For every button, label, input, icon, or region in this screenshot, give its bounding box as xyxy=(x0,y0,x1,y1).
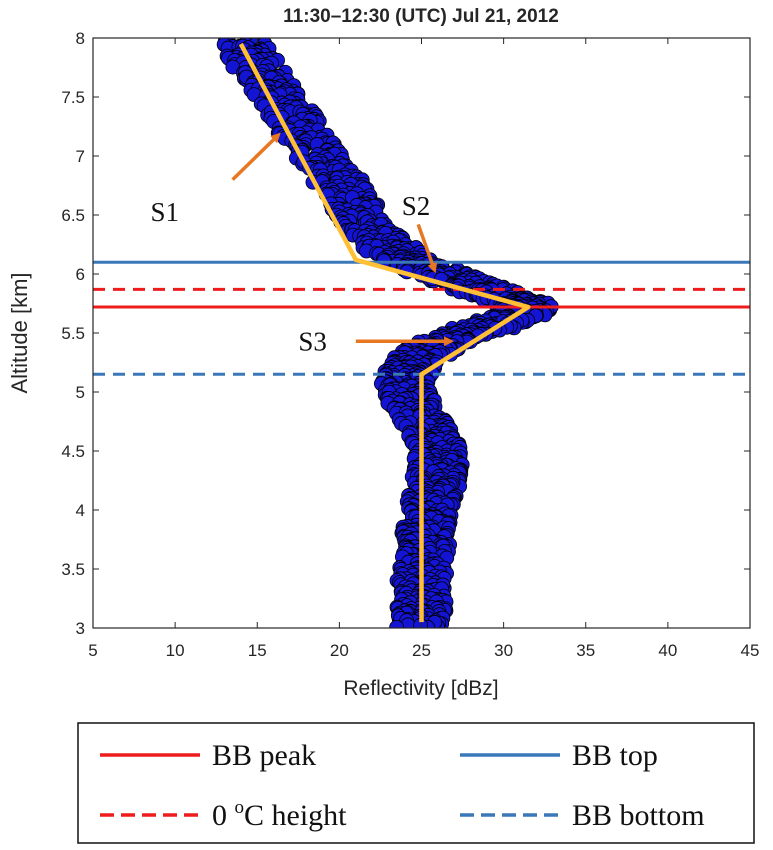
legend-label: BB peak xyxy=(212,739,316,772)
legend-label: BB top xyxy=(572,739,658,772)
legend-label-text: BB top xyxy=(572,739,658,772)
y-tick-label: 4 xyxy=(76,501,85,520)
scatter-points xyxy=(216,38,559,628)
legend: BB peak BB top 0 oC height BB bottom xyxy=(77,722,755,844)
x-tick-label: 5 xyxy=(88,641,97,660)
legend-box xyxy=(77,722,755,844)
annotation-label: S2 xyxy=(402,191,431,221)
x-tick-label: 35 xyxy=(576,641,595,660)
legend-label: BB bottom xyxy=(572,799,705,832)
y-axis-label: Altitude [km] xyxy=(7,272,32,393)
y-axis-ticks: 3 3.5 4 4.5 5 5.5 6 6.5 7 7.5 8 xyxy=(61,29,750,638)
legend-label-text: BB peak xyxy=(212,739,316,772)
legend-label-suffix: C height xyxy=(244,799,347,832)
y-tick-label: 3.5 xyxy=(61,560,85,579)
annotations: S1 S2 S3 xyxy=(150,132,455,357)
y-tick-label: 3 xyxy=(76,619,85,638)
chart-title: 11:30–12:30 (UTC) Jul 21, 2012 xyxy=(283,6,559,27)
legend-label-superscript: o xyxy=(235,797,245,818)
annotation-label: S1 xyxy=(150,197,179,227)
legend-label: 0 oC height xyxy=(212,797,347,832)
scatter-point xyxy=(389,619,405,628)
x-axis-ticks: 5 10 15 20 25 30 35 40 45 xyxy=(88,38,759,660)
y-tick-label: 7 xyxy=(76,147,85,166)
annotation-label: S3 xyxy=(298,327,327,357)
y-tick-label: 6 xyxy=(76,265,85,284)
y-tick-label: 7.5 xyxy=(61,88,85,107)
x-tick-label: 15 xyxy=(248,641,267,660)
y-tick-label: 6.5 xyxy=(61,206,85,225)
y-tick-label: 5.5 xyxy=(61,324,85,343)
annotation-arrow xyxy=(231,132,281,181)
annotation-arrow xyxy=(416,223,437,274)
x-tick-label: 25 xyxy=(412,641,431,660)
x-tick-label: 10 xyxy=(166,641,185,660)
fit-line xyxy=(238,42,531,623)
x-axis-label: Reflectivity [dBz] xyxy=(343,677,498,700)
y-tick-label: 4.5 xyxy=(61,442,85,461)
y-tick-label: 8 xyxy=(76,29,85,48)
x-tick-label: 45 xyxy=(741,641,760,660)
x-tick-label: 30 xyxy=(494,641,513,660)
y-tick-label: 5 xyxy=(76,383,85,402)
legend-label-text: BB bottom xyxy=(572,799,705,832)
fit-lines xyxy=(238,42,531,623)
x-tick-label: 20 xyxy=(330,641,349,660)
plot-area: S1 S2 S3 xyxy=(93,38,750,628)
legend-label-text: 0 xyxy=(212,799,235,832)
x-tick-label: 40 xyxy=(658,641,677,660)
